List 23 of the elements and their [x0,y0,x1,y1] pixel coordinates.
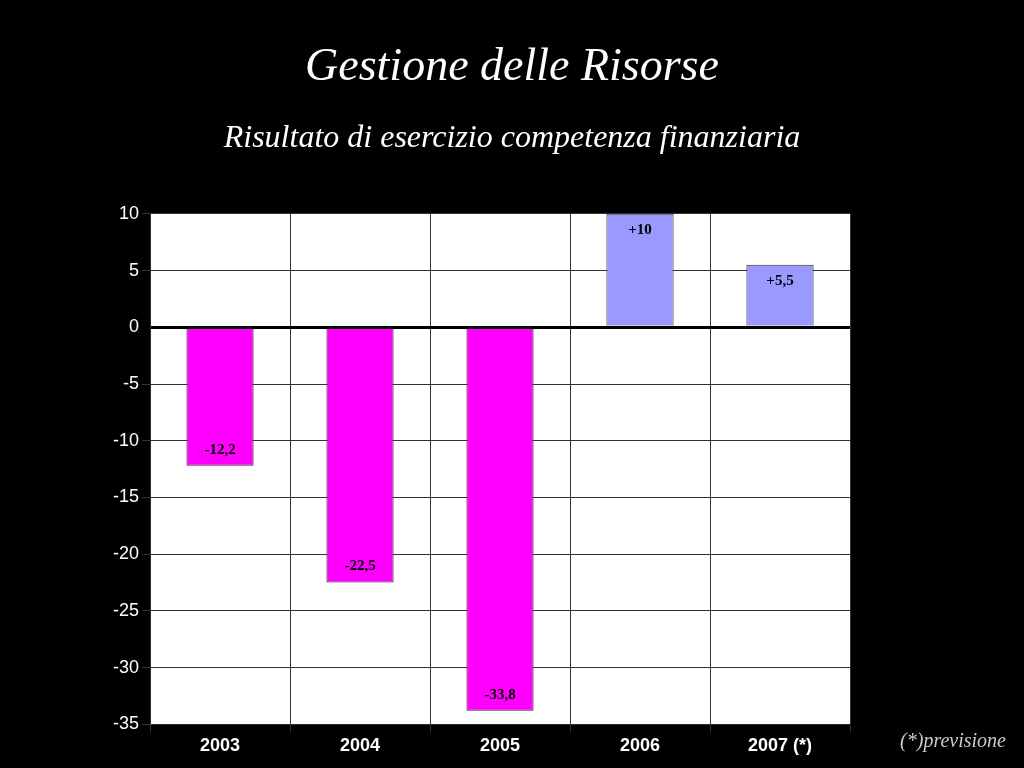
data-label: -33,8 [484,685,516,702]
chart-title: Gestione delle Risorse [304,38,720,91]
x-tick-label: 2005 [479,735,521,756]
data-label: -22,5 [344,557,376,574]
x-tick-label: 2007 (*) [747,735,813,756]
x-tick-label: 2006 [619,735,661,756]
y-tick-label: -20 [113,543,140,564]
y-tick-label: -35 [113,713,140,734]
x-tick-label: 2004 [339,735,381,756]
y-tick-label: 10 [118,202,140,223]
y-tick-label: -25 [113,599,140,620]
text: (*)previsione [900,729,1006,752]
data-label: +5,5 [766,271,794,288]
y-tick-label: -5 [123,372,140,393]
x-tick-label: 2003 [199,735,241,756]
y-tick-label: 0 [129,316,140,337]
y-tick-label: -15 [113,486,140,507]
y-tick-label: 5 [129,259,140,280]
data-label: -12,2 [204,440,236,457]
y-tick-label: -30 [113,656,140,677]
y-tick-label: -10 [113,429,140,450]
chart-subtitle: Risultato di esercizio competenza finanziaria [222,118,802,155]
data-label: +10 [628,220,652,237]
